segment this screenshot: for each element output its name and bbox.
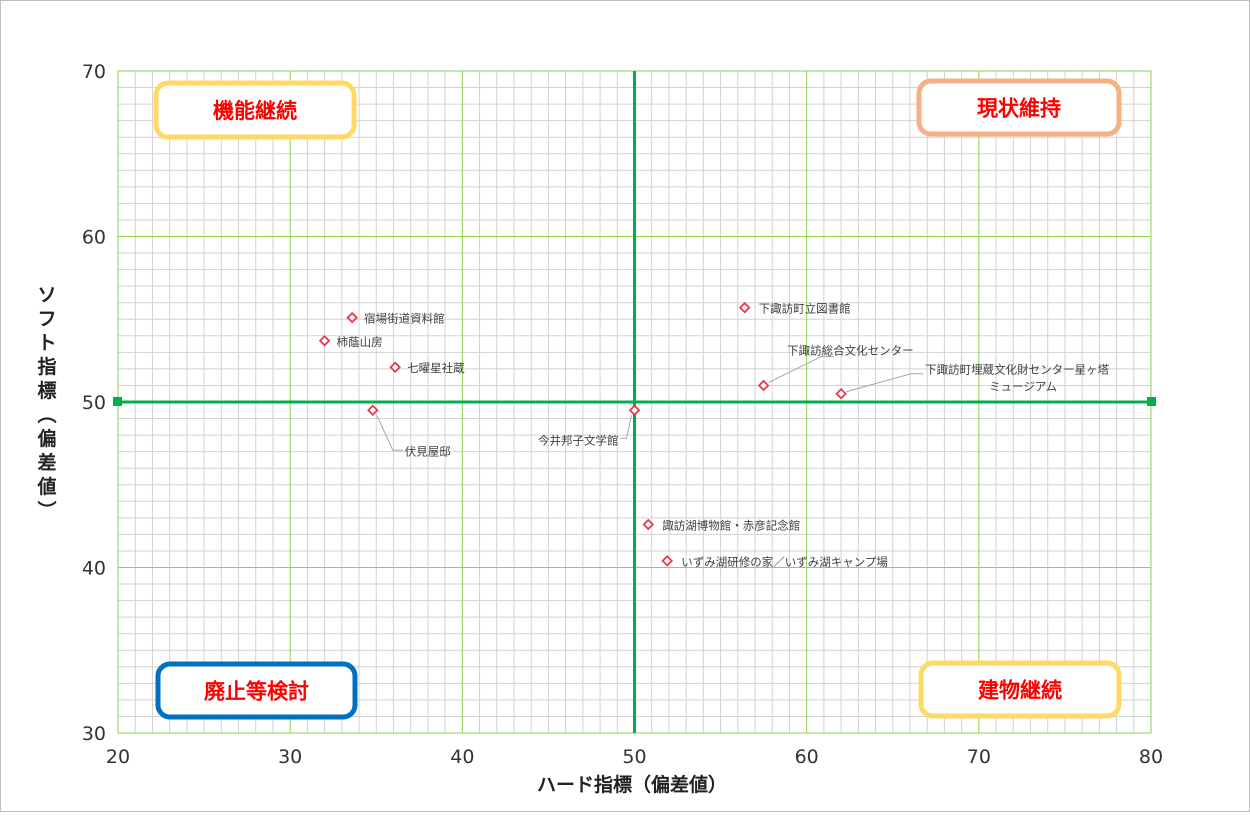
y-axis-title-char: 指 xyxy=(37,356,56,378)
data-point xyxy=(318,334,331,347)
x-tick-label: 50 xyxy=(622,746,646,768)
y-axis-title-char: ソ xyxy=(37,284,56,306)
point-label: いずみ湖研修の家／いずみ湖キャンプ場 xyxy=(681,555,888,569)
point-label: 柿蔭山房 xyxy=(337,335,383,349)
data-points xyxy=(318,301,847,567)
y-axis-title-char: 標 xyxy=(37,379,56,402)
y-axis-title-char: （ xyxy=(35,404,58,423)
y-tick-label: 70 xyxy=(82,61,106,83)
point-label: 今井邦子文学館 xyxy=(538,433,619,447)
y-axis-title-char: ） xyxy=(35,500,58,519)
y-axis-title-char: 差 xyxy=(37,451,56,474)
x-tick-label: 30 xyxy=(278,746,302,768)
y-tick-label: 40 xyxy=(82,558,106,580)
y-tick-label: 30 xyxy=(82,723,106,745)
y-tick-label: 50 xyxy=(82,392,106,414)
point-label: 伏見屋邸 xyxy=(405,444,451,458)
x-tick-label: 40 xyxy=(450,746,474,768)
quadrant-label-top-right: 現状維持 xyxy=(977,97,1061,121)
quadrant-label-top-left: 機能継続 xyxy=(213,99,297,123)
data-point xyxy=(389,361,401,374)
quadrant-label-bottom-right: 建物継続 xyxy=(978,679,1062,703)
point-label: 七曜星社蔵 xyxy=(407,361,465,375)
point-label: 下諏訪総合文化センター xyxy=(787,343,914,357)
data-point xyxy=(661,555,673,567)
x-tick-label: 70 xyxy=(967,746,991,768)
data-point xyxy=(835,387,847,400)
y-tick-label: 60 xyxy=(82,227,106,249)
y-axis-title-char: 偏 xyxy=(37,427,56,450)
x-axis-title: ハード指標（偏差値） xyxy=(537,773,727,796)
leader-line xyxy=(376,415,403,451)
reference-lines xyxy=(113,71,1156,733)
quadrant-label-bottom-left: 廃止等検討 xyxy=(204,680,309,704)
point-label: 下諏訪町立図書館 xyxy=(759,302,851,316)
x-tick-label: 20 xyxy=(106,746,130,768)
data-point xyxy=(642,518,655,531)
point-label: 下諏訪町埋蔵文化財センター星ヶ塔ミュージアム xyxy=(925,363,1109,394)
quadrant-box-bottom-left xyxy=(155,661,358,720)
leader-lines xyxy=(376,355,924,451)
data-point xyxy=(757,379,770,392)
leader-line xyxy=(845,373,924,393)
data-point xyxy=(628,404,641,417)
quadrant-box-bottom-right xyxy=(918,660,1122,719)
data-point xyxy=(738,301,751,314)
x-tick-label: 60 xyxy=(795,746,819,768)
x-tick-label: 80 xyxy=(1139,746,1163,768)
y-axis-title-char: ト xyxy=(37,332,56,354)
y-axis-title-char: フ xyxy=(37,308,56,330)
point-label: 諏訪湖博物館・赤彦記念館 xyxy=(662,518,800,532)
reference-line-end-marker xyxy=(113,397,122,406)
point-label: 宿場街道資料館 xyxy=(364,312,445,326)
data-point xyxy=(346,311,358,324)
y-axis-title-char: 値 xyxy=(36,476,56,498)
leader-line xyxy=(768,355,834,383)
reference-line-end-marker xyxy=(1147,397,1156,406)
quadrant-box-top-right xyxy=(916,78,1122,137)
leader-line xyxy=(620,415,632,439)
data-point xyxy=(367,404,379,417)
quadrant-box-top-left xyxy=(153,80,357,140)
